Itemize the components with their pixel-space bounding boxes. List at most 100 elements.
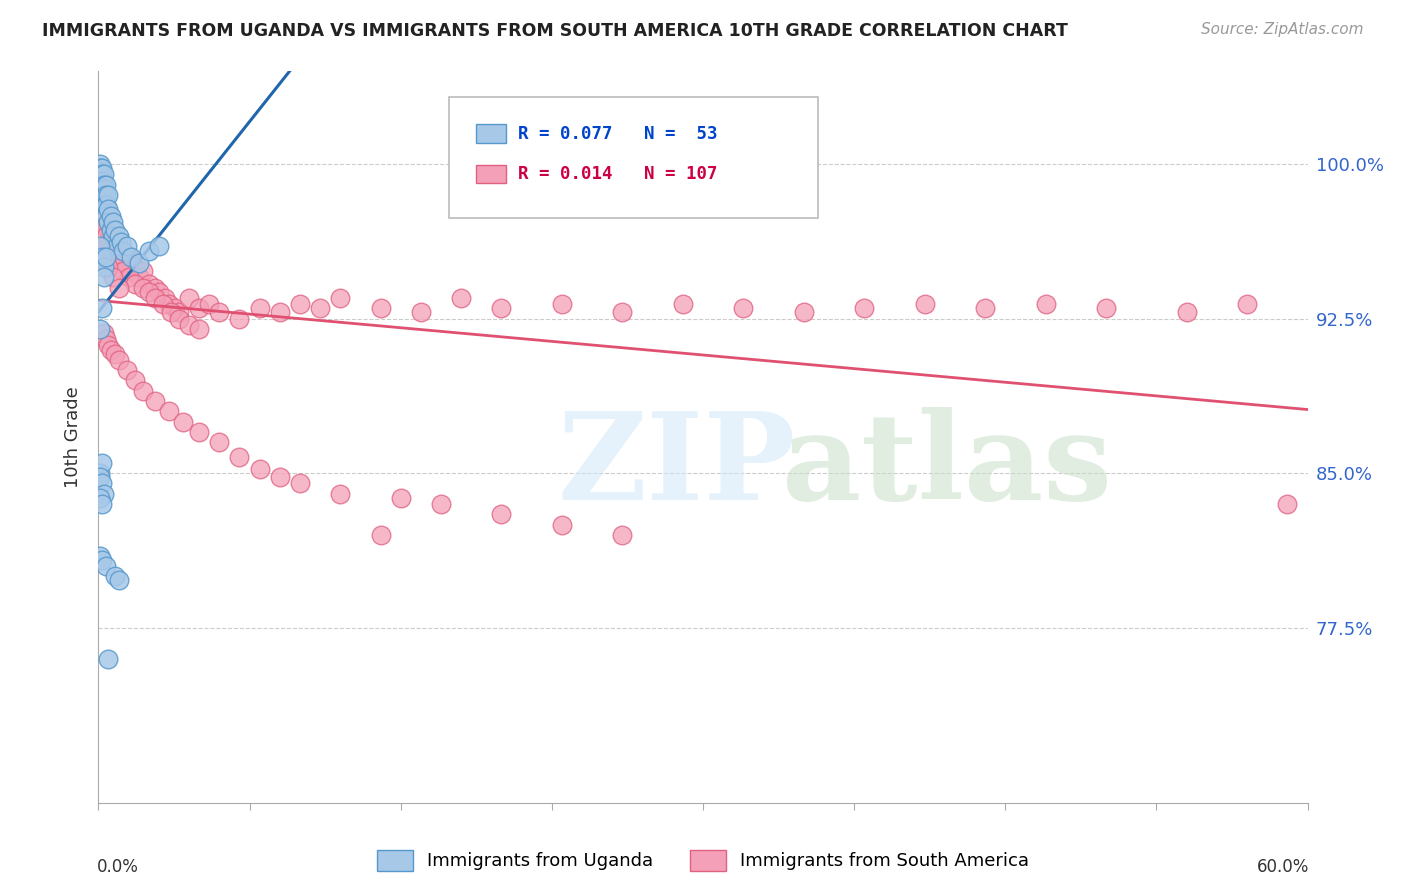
Point	[188, 301, 211, 316]
Point	[96, 250, 118, 264]
Point	[157, 404, 180, 418]
Point	[107, 256, 129, 270]
Point	[105, 244, 128, 258]
Point	[853, 301, 876, 316]
FancyBboxPatch shape	[449, 97, 818, 218]
Point	[370, 301, 392, 316]
Point	[120, 264, 142, 278]
Point	[105, 239, 128, 253]
Point	[551, 517, 574, 532]
Point	[160, 305, 183, 319]
Point	[163, 301, 186, 316]
Point	[118, 270, 141, 285]
Point	[612, 528, 634, 542]
Point	[793, 305, 815, 319]
Point	[124, 373, 146, 387]
Point	[409, 305, 432, 319]
Point	[96, 198, 118, 212]
Point	[1035, 297, 1057, 311]
Point	[89, 165, 111, 179]
Point	[91, 476, 114, 491]
Point	[96, 188, 118, 202]
Point	[198, 297, 221, 311]
Point	[309, 301, 332, 316]
Point	[179, 318, 201, 332]
Point	[96, 558, 118, 573]
Point	[110, 235, 132, 250]
Point	[107, 239, 129, 253]
Point	[91, 178, 114, 192]
Point	[329, 291, 352, 305]
Point	[228, 311, 250, 326]
Point	[120, 250, 142, 264]
Point	[103, 223, 125, 237]
Point	[91, 173, 114, 187]
Legend: Immigrants from Uganda, Immigrants from South America: Immigrants from Uganda, Immigrants from …	[370, 843, 1036, 878]
Point	[91, 497, 114, 511]
Text: 0.0%: 0.0%	[97, 858, 139, 876]
Point	[93, 239, 115, 253]
Point	[430, 497, 453, 511]
Point	[89, 239, 111, 253]
Point	[124, 277, 146, 291]
Point	[96, 178, 118, 192]
Point	[89, 178, 111, 192]
Point	[1277, 497, 1299, 511]
Text: IMMIGRANTS FROM UGANDA VS IMMIGRANTS FROM SOUTH AMERICA 10TH GRADE CORRELATION C: IMMIGRANTS FROM UGANDA VS IMMIGRANTS FRO…	[42, 22, 1069, 40]
Point	[100, 343, 122, 357]
Text: R = 0.014   N = 107: R = 0.014 N = 107	[517, 165, 717, 183]
Point	[89, 157, 111, 171]
Point	[97, 215, 120, 229]
Point	[91, 161, 114, 176]
Point	[612, 305, 634, 319]
Bar	[475, 124, 506, 143]
Point	[1175, 305, 1198, 319]
Point	[97, 223, 120, 237]
Point	[96, 229, 118, 244]
Point	[389, 491, 412, 505]
Point	[93, 219, 115, 233]
Point	[179, 291, 201, 305]
Point	[249, 462, 271, 476]
Point	[110, 250, 132, 264]
Point	[97, 188, 120, 202]
Point	[107, 229, 129, 244]
Point	[208, 305, 231, 319]
Point	[100, 219, 122, 233]
Point	[103, 569, 125, 583]
Point	[132, 281, 155, 295]
Point	[288, 297, 311, 311]
Point	[153, 291, 176, 305]
Point	[157, 297, 180, 311]
Point	[118, 250, 141, 264]
Point	[100, 209, 122, 223]
Point	[91, 188, 114, 202]
Point	[128, 256, 150, 270]
Point	[91, 167, 114, 181]
Point	[143, 394, 166, 409]
Point	[93, 194, 115, 209]
Point	[96, 198, 118, 212]
Point	[103, 250, 125, 264]
Point	[914, 297, 936, 311]
Point	[124, 260, 146, 274]
Point	[93, 487, 115, 501]
Point	[91, 456, 114, 470]
Point	[138, 277, 160, 291]
Point	[93, 167, 115, 181]
Point	[89, 322, 111, 336]
Text: R = 0.077   N =  53: R = 0.077 N = 53	[517, 125, 717, 143]
Text: 60.0%: 60.0%	[1257, 858, 1309, 876]
Bar	[475, 165, 506, 183]
Text: atlas: atlas	[782, 408, 1112, 525]
Point	[370, 528, 392, 542]
Point	[91, 182, 114, 196]
Point	[152, 297, 174, 311]
Point	[89, 470, 111, 484]
Point	[172, 415, 194, 429]
Point	[167, 311, 190, 326]
Point	[101, 229, 124, 244]
Point	[93, 188, 115, 202]
Point	[97, 215, 120, 229]
Point	[188, 322, 211, 336]
